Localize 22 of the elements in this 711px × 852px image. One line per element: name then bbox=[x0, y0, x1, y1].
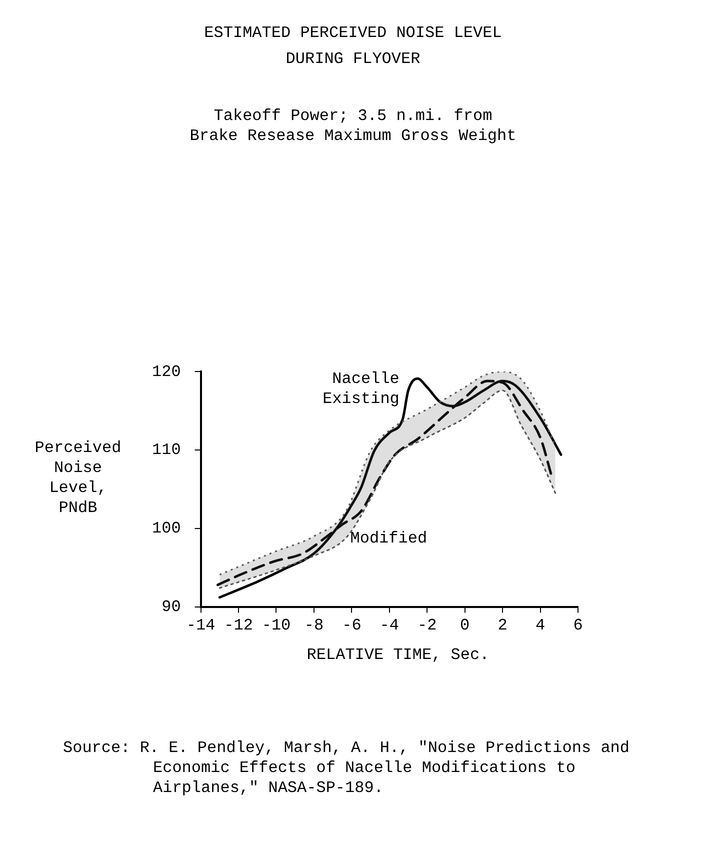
source-note: Source: R. E. Pendley, Marsh, A. H., "Noise Predictions and Economic Effects of Nacelle Modifications to Airplanes," NASA-SP-189. bbox=[63, 738, 630, 798]
y-axis-title: Perceived Noise Level, PNdB bbox=[34, 438, 122, 518]
x-tick-label: 0 bbox=[460, 616, 470, 635]
y-tick-label: 100 bbox=[152, 520, 181, 538]
x-axis-title: RELATIVE TIME, Sec. bbox=[306, 646, 490, 664]
x-tick-label: 2 bbox=[498, 616, 508, 635]
y-tick-label: 120 bbox=[152, 362, 181, 381]
x-tick-label: 4 bbox=[535, 616, 546, 635]
series-label: Modified bbox=[350, 529, 428, 548]
x-tick-label: -14 bbox=[186, 616, 216, 635]
y-tick-label: 110 bbox=[152, 441, 181, 460]
y-tick-label: 90 bbox=[162, 598, 181, 616]
chart-title: ESTIMATED PERCEIVED NOISE LEVEL DURING FLYOVER bbox=[203, 23, 503, 70]
x-tick-label: -8 bbox=[304, 616, 324, 635]
x-tick-label: -10 bbox=[262, 616, 291, 635]
x-tick-label: -2 bbox=[418, 616, 437, 635]
series-label: Nacelle Existing bbox=[322, 370, 400, 408]
x-tick-label: 6 bbox=[573, 616, 583, 635]
x-tick-label: -12 bbox=[224, 616, 253, 635]
x-tick-label: -4 bbox=[380, 616, 400, 635]
chart-subtitle: Takeoff Power; 3.5 n.mi. from Brake Resease Maximum Gross Weight bbox=[188, 106, 518, 146]
x-tick-label: -6 bbox=[342, 616, 362, 635]
